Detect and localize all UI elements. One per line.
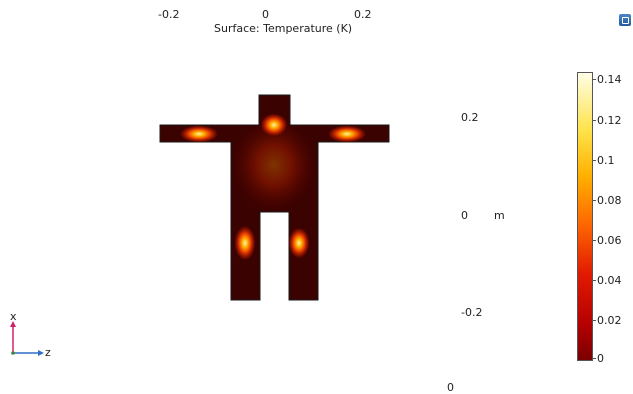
right-tick-middle: 0 [461,209,468,222]
hotspot-left-leg [234,225,256,261]
plot-title: Surface: Temperature (K) [214,22,353,35]
hotspot-chest [260,113,288,137]
triad-x-label: x [10,310,17,323]
hotspot-right-arm [327,125,367,143]
right-axis-unit: m [494,209,505,222]
top-tick-right: 0.2 [354,8,372,21]
colorbar-tick: 0.04 [597,274,622,287]
top-tick-left: -0.2 [158,8,180,21]
colorbar-tick: 0.12 [597,114,622,127]
triad-z-label: z [45,346,51,359]
hotspot-right-leg [288,227,310,259]
colorbar-tick: 0.14 [597,73,622,86]
view-icon[interactable] [619,14,631,26]
bottom-axis-label: 0 [447,381,454,394]
colorbar-tick: 0.1 [597,154,615,167]
colorbar-tick: 0.08 [597,194,622,207]
top-tick-center: 0 [262,8,269,21]
axes-triad-icon [10,321,44,356]
colorbar-tick: 0.06 [597,234,622,247]
colorbar [577,72,593,361]
right-tick-top: 0.2 [461,111,479,124]
hotspot-left-arm [179,125,219,143]
colorbar-tick: 0.02 [597,314,622,327]
colorbar-tick: 0 [597,352,604,365]
right-tick-bottom: -0.2 [461,306,483,319]
